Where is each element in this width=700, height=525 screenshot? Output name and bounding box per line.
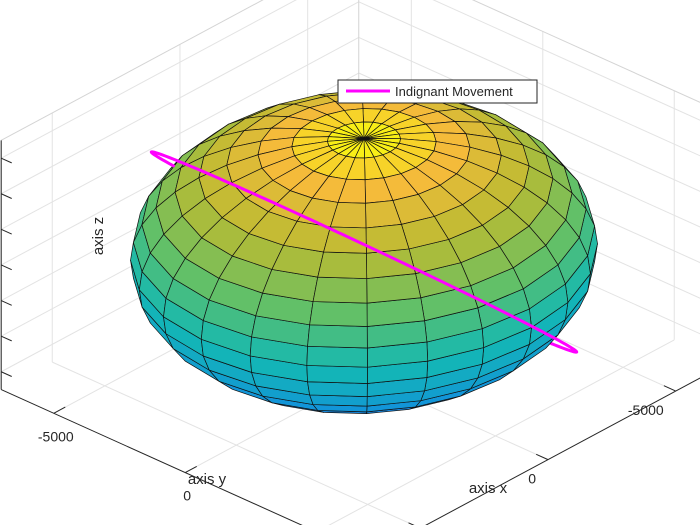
y-tick-mark [408, 522, 415, 525]
y-axis-label: axis y [188, 471, 227, 488]
y-tick-label: -5000 [628, 402, 664, 418]
x-tick-mark [53, 406, 66, 414]
x-tick-mark [184, 465, 197, 474]
z-tick-mark [0, 264, 12, 271]
z-tick-mark [0, 228, 12, 235]
legend-box [337, 79, 538, 104]
orbit-line-segment [149, 150, 554, 339]
z-tick-mark [0, 335, 12, 342]
z-tick-mark [0, 300, 12, 306]
sphere-patch [307, 381, 368, 397]
box-edge [0, 0, 264, 141]
orbit-line-segment [550, 335, 579, 354]
x-tick-label: 0 [183, 488, 191, 504]
z-tick-mark [0, 371, 12, 377]
sphere-patch [323, 226, 367, 254]
x-axis-label: axis x [469, 480, 508, 497]
gridline-y [52, 361, 415, 525]
tick-labels: -500005000-500005000-6000-4000-200002000… [38, 402, 664, 504]
sphere-patch [306, 365, 368, 384]
sphere-surface [130, 90, 598, 414]
z-tick-mark [0, 193, 12, 199]
sphere-patch [366, 248, 416, 279]
legend[interactable]: Indignant Movement [337, 79, 538, 104]
sphere-patch [306, 345, 368, 368]
y-tick-mark [535, 453, 549, 461]
y-tick-label: 0 [528, 471, 536, 487]
box-edge [471, 0, 700, 103]
x-tick-label: -5000 [38, 428, 74, 444]
orbit-front [149, 150, 579, 354]
legend-entry-label: Indignant Movement [395, 84, 513, 99]
sphere-patch [307, 324, 368, 349]
z-axis-label: axis z [90, 217, 107, 255]
sphere-patch [309, 301, 368, 327]
sphere-patch [312, 276, 368, 304]
y-tick-mark [663, 385, 676, 392]
sphere-patch [317, 251, 368, 279]
z-tick-mark [0, 157, 12, 164]
